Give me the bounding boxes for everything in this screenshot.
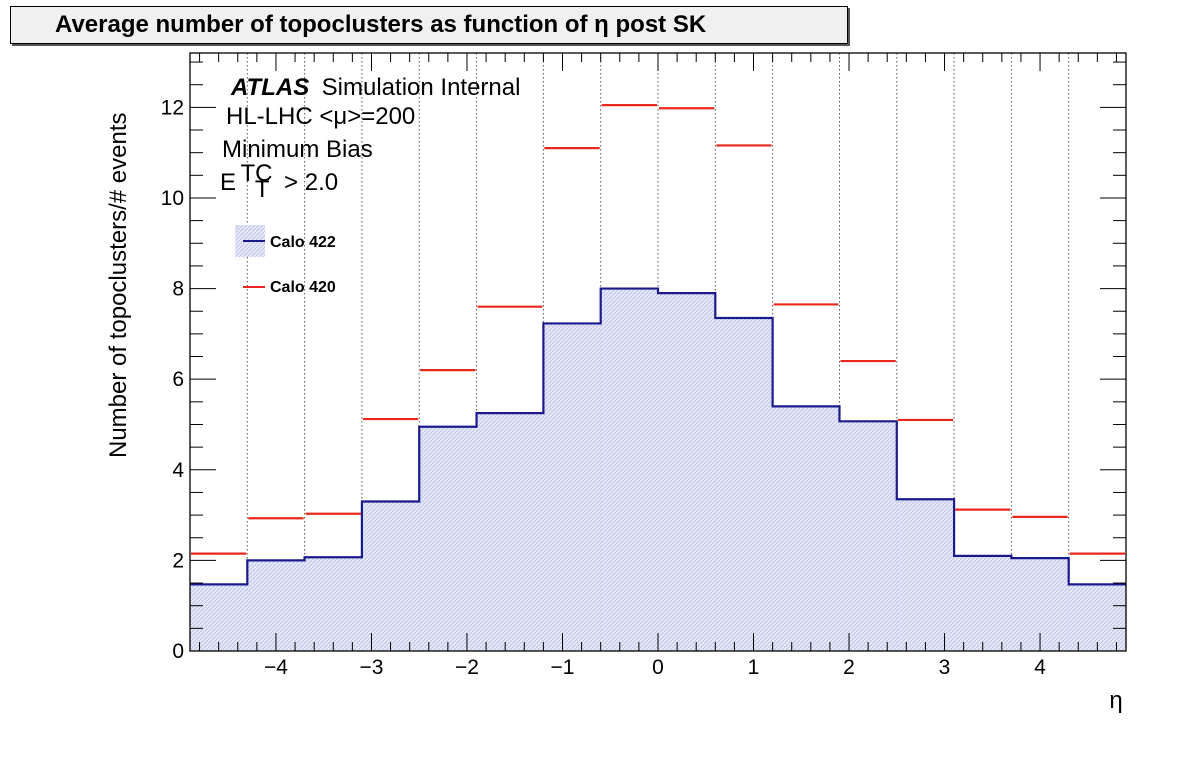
legend-label-calo-422: Calo 422: [270, 234, 336, 251]
y-tick-label: 8: [172, 278, 184, 301]
atlas-label-suffix: Simulation Internal: [322, 74, 521, 101]
sample-label: Minimum Bias: [222, 136, 373, 163]
bar-calo-422-4: [419, 426, 477, 651]
bar-calo-422-13: [954, 555, 1012, 651]
x-tick-label: 1: [748, 656, 760, 679]
axis-ticks: [190, 53, 1126, 652]
bar-calo-422-6: [543, 323, 601, 651]
bar-calo-422-5: [476, 413, 544, 651]
y-tick-label: 2: [172, 549, 184, 572]
y-tick-label: 0: [172, 640, 184, 663]
x-tick-label: 0: [652, 656, 664, 679]
x-tick-label: −1: [551, 656, 575, 679]
markers-calo-420: [191, 103, 1125, 555]
bar-calo-422-11: [839, 421, 897, 651]
x-tick-label: −3: [359, 656, 383, 679]
x-tick-label: 4: [1034, 656, 1046, 679]
bar-calo-422-10: [772, 406, 840, 651]
legend-label-calo-420: Calo 420: [270, 279, 336, 296]
bar-calo-422-8: [658, 293, 716, 651]
bar-calo-422-12: [896, 499, 955, 651]
pileup-label: HL-LHC <μ>=200: [226, 103, 415, 130]
y-tick-label: 10: [161, 187, 184, 210]
y-tick-label: 4: [172, 459, 184, 482]
atlas-label-bold: ATLAS: [230, 74, 309, 101]
histogram-calo-422: [190, 287, 1126, 651]
atlas-label: ATLAS Simulation Internal HL-LHC <μ>=200…: [220, 74, 520, 203]
bar-calo-422-7: [600, 288, 658, 651]
bar-calo-422-2: [304, 557, 362, 651]
et-cut-label: E TC T > 2.0: [220, 160, 338, 203]
chart-title: Average number of topoclusters as functi…: [10, 6, 848, 44]
y-axis-title: Number of topoclusters/# events: [105, 112, 132, 458]
bar-calo-422-3: [361, 501, 420, 651]
x-tick-label: 3: [939, 656, 951, 679]
outline-calo-422: [190, 287, 1126, 586]
x-tick-label: −2: [455, 656, 479, 679]
bar-calo-422-15: [1068, 584, 1126, 651]
x-tick-label: 2: [843, 656, 855, 679]
svg-text:ATLAS Simulation Interna: ATLAS Simulation Internal: [230, 74, 520, 101]
y-tick-label: 12: [161, 96, 184, 119]
y-tick-label: 6: [172, 368, 184, 391]
legend: Calo 422 Calo 420: [235, 225, 336, 296]
x-axis-title: η: [1109, 687, 1122, 714]
bar-calo-422-9: [715, 318, 773, 651]
bar-calo-422-0: [190, 584, 248, 651]
x-tick-label: −4: [264, 656, 288, 679]
